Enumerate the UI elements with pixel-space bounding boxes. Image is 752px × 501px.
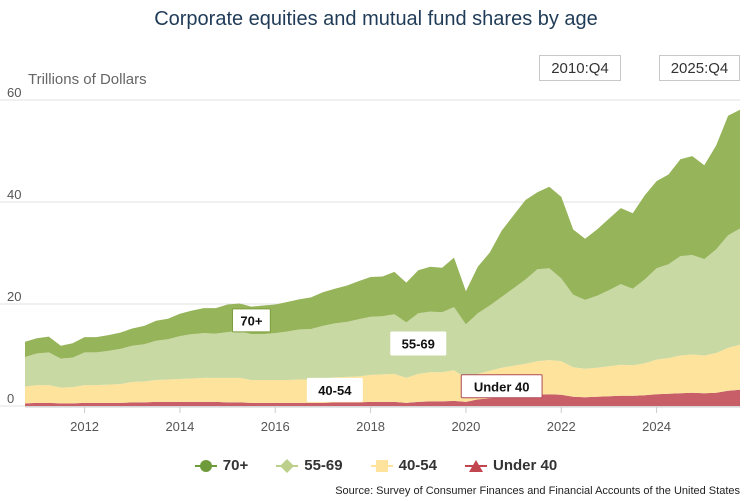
area-40-54 bbox=[25, 344, 740, 404]
y-tick-label: 60 bbox=[7, 85, 21, 100]
series-labels: 70+ 55-69 40-54 Under 40 bbox=[232, 308, 543, 402]
area-under-40 bbox=[25, 389, 740, 406]
series-label-box bbox=[390, 331, 447, 356]
series-label: Under 40 bbox=[460, 374, 543, 399]
area-70 bbox=[25, 109, 740, 359]
legend-label: 40-54 bbox=[398, 457, 437, 474]
source-note: Source: Survey of Consumer Finances and … bbox=[335, 485, 740, 497]
series-label-text: 70+ bbox=[240, 313, 262, 328]
legend-label: 55-69 bbox=[304, 457, 343, 474]
chart-title: Corporate equities and mutual fund share… bbox=[154, 8, 598, 30]
range-start-input[interactable]: 2010:Q4 bbox=[539, 55, 621, 81]
area-55-69 bbox=[25, 228, 740, 388]
series-label: 40-54 bbox=[306, 377, 363, 402]
axes: 2012 2014 2016 2018 2020 2022 2024 bbox=[25, 406, 740, 434]
x-tick-label: 2016 bbox=[261, 419, 290, 434]
x-tick-label: 2024 bbox=[642, 419, 671, 434]
x-tick-label: 2020 bbox=[451, 419, 480, 434]
series-label-box bbox=[232, 308, 271, 333]
area-series bbox=[25, 109, 740, 406]
series-label-text: 40-54 bbox=[318, 383, 352, 398]
diamond-marker-icon bbox=[276, 458, 299, 473]
legend-item[interactable]: Under 40 bbox=[465, 457, 557, 474]
y-tick-label: 20 bbox=[7, 289, 21, 304]
range-end-input[interactable]: 2025:Q4 bbox=[659, 55, 740, 81]
legend-label: 70+ bbox=[222, 457, 249, 474]
x-tick-label: 2022 bbox=[547, 419, 576, 434]
series-label-text: 55-69 bbox=[402, 337, 435, 352]
y-tick-label: 40 bbox=[7, 187, 21, 202]
y-axis-label: Trillions of Dollars bbox=[28, 71, 147, 88]
square-marker-icon bbox=[370, 459, 393, 472]
circle-marker-icon bbox=[194, 459, 217, 472]
series-label-text: Under 40 bbox=[474, 379, 530, 394]
x-tick-label: 2018 bbox=[356, 419, 385, 434]
legend-item[interactable]: 70+ bbox=[194, 457, 249, 474]
x-tick-label: 2014 bbox=[165, 419, 194, 434]
legend-label: Under 40 bbox=[493, 457, 558, 474]
triangle-marker-icon bbox=[465, 459, 487, 472]
series-label-box bbox=[460, 374, 543, 399]
series-label: 70+ bbox=[232, 308, 271, 333]
y-tick-label: 0 bbox=[7, 391, 14, 406]
x-tick-label: 2012 bbox=[70, 419, 99, 434]
legend-item[interactable]: 40-54 bbox=[370, 457, 437, 474]
series-label-box bbox=[306, 377, 363, 402]
legend-item[interactable]: 55-69 bbox=[276, 457, 343, 474]
series-label: 55-69 bbox=[390, 331, 447, 356]
legend: 70+ 55-69 40-54 Under 40 bbox=[0, 457, 752, 474]
